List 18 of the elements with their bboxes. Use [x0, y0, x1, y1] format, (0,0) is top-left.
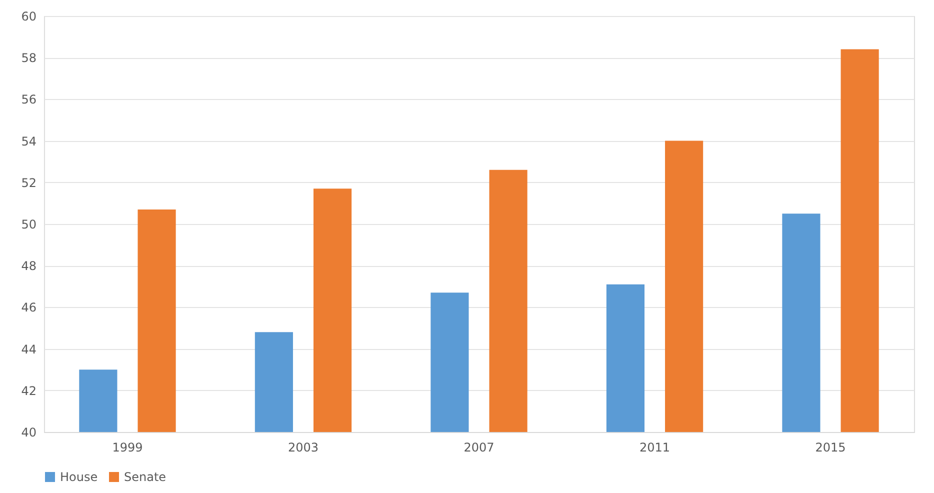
- y-tick-label: 42: [21, 384, 36, 398]
- y-tick-label: 56: [21, 92, 36, 107]
- y-tick-label: 58: [21, 51, 36, 66]
- x-tick-label: 2003: [288, 440, 319, 454]
- legend-label: House: [60, 470, 98, 484]
- x-tick-label: 2011: [639, 440, 670, 454]
- y-tick-label: 40: [21, 426, 36, 440]
- x-tick-label: 2007: [464, 440, 494, 454]
- x-tick-label: 1999: [112, 440, 143, 454]
- y-tick-label: 44: [21, 342, 36, 356]
- y-tick-label: 46: [21, 300, 36, 315]
- x-tick-label: 2015: [815, 440, 846, 454]
- y-tick-label: 48: [21, 259, 36, 274]
- y-tick-label: 50: [21, 218, 36, 232]
- y-tick-label: 60: [21, 10, 36, 24]
- y-tick-label: 54: [21, 134, 36, 148]
- y-tick-label: 52: [21, 176, 36, 190]
- legend-label: Senate: [124, 470, 166, 484]
